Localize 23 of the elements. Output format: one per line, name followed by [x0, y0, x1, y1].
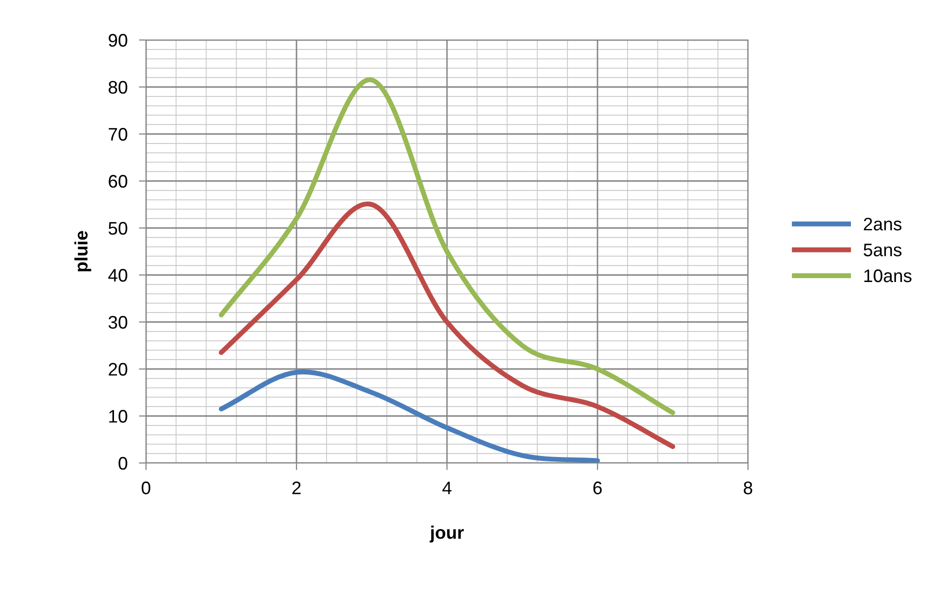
y-tick-label: 10: [109, 410, 128, 423]
x-axis-title: jour: [430, 526, 464, 542]
legend-label: 5ans: [864, 244, 902, 256]
line-series: [218, 78, 676, 416]
x-tick-label: 8: [744, 482, 752, 494]
legend-label: 2ans: [864, 218, 902, 230]
line-series: [218, 370, 600, 463]
y-tick-label: 70: [108, 128, 128, 141]
y-tick-label: 60: [108, 174, 128, 188]
legend-label: 10ans: [864, 269, 912, 282]
line-series: [218, 202, 676, 449]
y-axis-title: pluie: [74, 231, 92, 272]
x-tick-label: 4: [442, 482, 452, 494]
x-tick-label: 2: [292, 482, 301, 494]
y-tick-label: 30: [108, 316, 128, 329]
y-tick-label: 50: [108, 222, 128, 235]
y-tick-label: 80: [108, 80, 128, 94]
x-tick-label: 0: [142, 482, 150, 494]
y-tick-label: 40: [108, 268, 128, 282]
x-tick-label: 6: [593, 482, 602, 494]
y-tick-label: 90: [108, 34, 128, 47]
y-tick-label: 0: [118, 456, 128, 470]
y-tick-label: 20: [108, 362, 128, 376]
